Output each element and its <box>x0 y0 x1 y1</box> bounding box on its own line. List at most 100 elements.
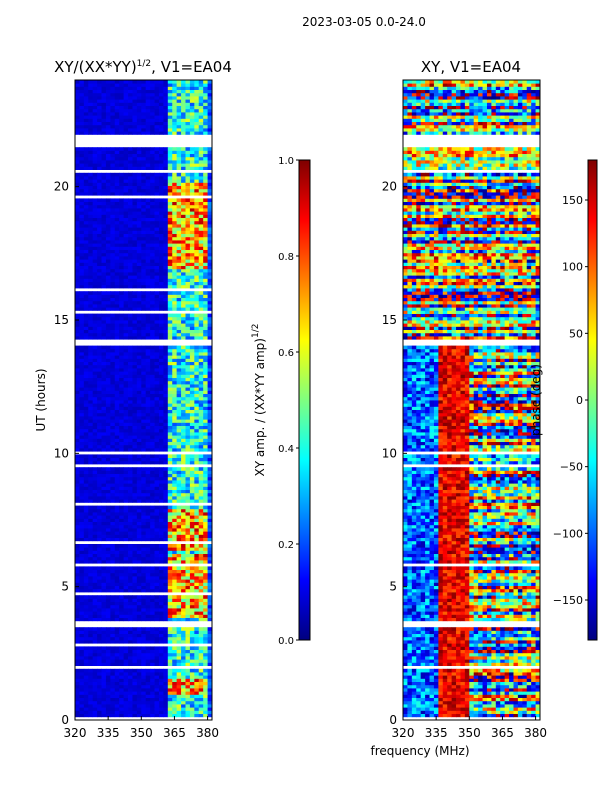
heatmap-cell <box>194 531 200 535</box>
heatmap-cell <box>92 387 98 391</box>
heatmap-cell <box>132 217 138 222</box>
heatmap-cell <box>75 713 80 718</box>
heatmap-cell <box>97 566 102 570</box>
heatmap-cell <box>123 489 129 494</box>
heatmap-cell <box>145 352 151 356</box>
heatmap-cell <box>207 336 212 340</box>
heatmap-cell <box>158 345 164 350</box>
heatmap-cell <box>132 416 138 420</box>
heatmap-cell <box>163 560 169 564</box>
heatmap-cell <box>154 601 160 606</box>
heatmap-cell <box>172 284 178 289</box>
heatmap-cell <box>189 188 195 193</box>
heatmap-cell <box>79 348 85 353</box>
heatmap-cell <box>123 275 129 279</box>
heatmap-cell <box>75 614 80 618</box>
heatmap-cell <box>158 508 164 513</box>
heatmap-cell <box>136 368 142 372</box>
heatmap-cell <box>185 534 191 538</box>
heatmap-cell <box>150 291 155 295</box>
heatmap-cell <box>203 268 208 273</box>
heatmap-cell <box>97 659 102 663</box>
heatmap-cell <box>136 480 142 484</box>
heatmap-cell <box>150 617 155 622</box>
heatmap-cell <box>158 166 164 170</box>
heatmap-cell <box>79 246 85 250</box>
heatmap-cell <box>88 508 94 513</box>
heatmap-cell <box>136 566 142 570</box>
heatmap-cell <box>75 678 80 682</box>
heatmap-cell <box>141 604 147 609</box>
heatmap-cell <box>128 224 133 228</box>
heatmap-cell <box>158 569 164 574</box>
heatmap-cell <box>189 400 195 404</box>
heatmap-cell <box>128 198 133 202</box>
heatmap-cell <box>172 604 178 609</box>
heatmap-cell <box>167 214 173 218</box>
heatmap-cell <box>181 198 186 202</box>
heatmap-cell <box>79 627 85 631</box>
heatmap-cell <box>189 691 195 695</box>
heatmap-cell <box>181 614 186 618</box>
heatmap-cell <box>198 556 204 561</box>
heatmap-cell <box>83 227 89 231</box>
heatmap-cell <box>141 457 147 462</box>
heatmap-cell <box>194 422 200 426</box>
heatmap-cell <box>207 265 212 270</box>
heatmap-cell <box>163 224 169 228</box>
heatmap-cell <box>194 256 200 260</box>
heatmap-cell <box>181 441 186 446</box>
heatmap-cell <box>158 422 164 426</box>
heatmap-cell <box>88 185 94 190</box>
heatmap-cell <box>172 371 178 375</box>
heatmap-cell <box>158 480 164 484</box>
heatmap-cell <box>181 217 186 222</box>
heatmap-cell <box>136 371 142 375</box>
heatmap-cell <box>145 150 151 154</box>
heatmap-cell <box>110 569 116 574</box>
heatmap-cell <box>136 352 142 356</box>
heatmap-cell <box>203 640 208 644</box>
heatmap-cell <box>92 176 98 180</box>
heatmap-cell <box>163 508 169 513</box>
heatmap-cell <box>75 272 80 276</box>
heatmap-cell <box>110 355 116 359</box>
heatmap-cell <box>163 387 169 391</box>
heatmap-cell <box>75 601 80 606</box>
heatmap-cell <box>203 246 208 250</box>
heatmap-cell <box>181 454 186 458</box>
heatmap-cell <box>154 534 160 538</box>
heatmap-cell <box>176 240 182 244</box>
heatmap-cell <box>145 416 151 420</box>
heatmap-cell <box>119 326 125 330</box>
heatmap-cell <box>158 598 164 602</box>
heatmap-cell <box>198 480 204 484</box>
heatmap-cell <box>207 483 212 487</box>
heatmap-cell <box>185 675 191 679</box>
heatmap-cell <box>128 496 133 500</box>
heatmap-cell <box>207 496 212 500</box>
heatmap-cell <box>136 380 142 385</box>
heatmap-cell <box>97 512 102 516</box>
heatmap-cell <box>141 697 147 702</box>
heatmap-cell <box>176 156 182 161</box>
heatmap-cell <box>154 537 160 542</box>
heatmap-cell <box>132 246 138 250</box>
heatmap-cell <box>83 368 89 372</box>
heatmap-cell <box>203 579 208 583</box>
heatmap-cell <box>136 358 142 362</box>
heatmap-cell <box>141 428 147 433</box>
heatmap-cell <box>119 508 125 513</box>
heatmap-cell <box>154 323 160 327</box>
heatmap-cell <box>75 438 80 442</box>
heatmap-cell <box>207 576 212 580</box>
heatmap-cell <box>114 256 120 260</box>
heatmap-cell <box>92 710 98 714</box>
heatmap-cell <box>207 355 212 359</box>
heatmap-cell <box>163 153 169 158</box>
heatmap-cell <box>163 710 169 714</box>
heatmap-cell <box>163 307 169 311</box>
heatmap-cell <box>207 652 212 657</box>
heatmap-cell <box>75 512 80 516</box>
heatmap-cell <box>203 662 208 666</box>
